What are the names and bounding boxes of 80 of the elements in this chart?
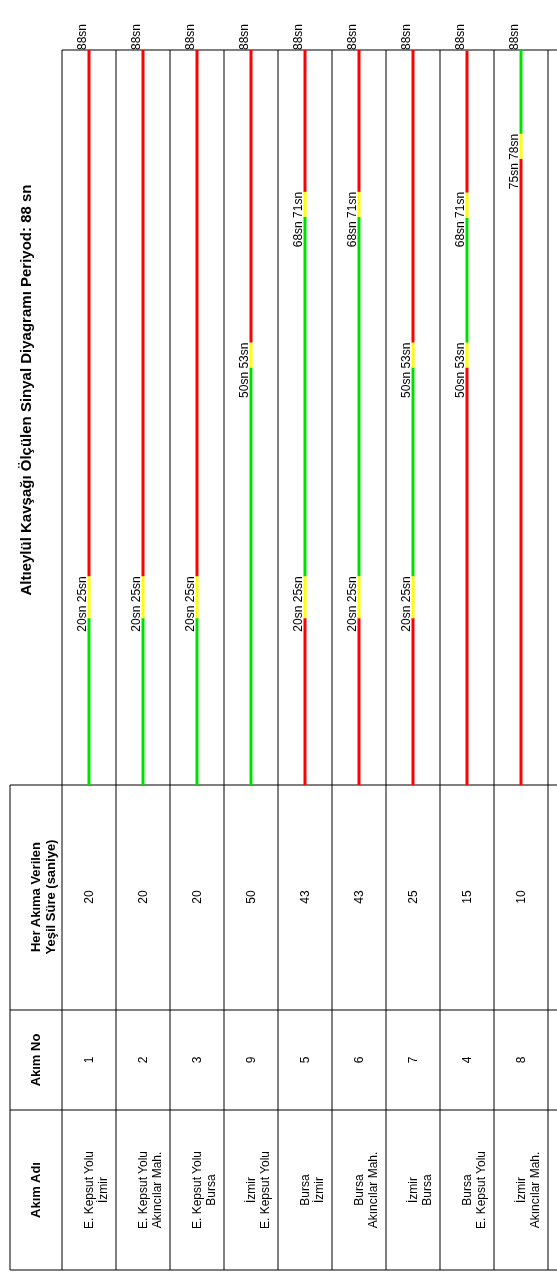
annotation: 88sn	[453, 23, 467, 50]
text: 20	[190, 890, 204, 904]
annotation: 68sn 71sn	[345, 191, 359, 248]
annotation: 50sn 53sn	[399, 342, 413, 398]
bar	[87, 576, 91, 619]
annotation: 88sn	[345, 23, 359, 50]
bar	[357, 50, 361, 192]
annotation: 20sn 25sn	[75, 576, 89, 632]
text: 20	[136, 890, 150, 904]
annotation: 20sn 25sn	[291, 576, 305, 632]
text: 43	[298, 890, 312, 904]
annotation: 50sn 53sn	[453, 342, 467, 398]
bar	[303, 576, 307, 619]
bar	[411, 50, 415, 343]
text: E. Kepsut Yolu Akıncılar Mah.	[136, 1150, 164, 1230]
bar	[357, 191, 361, 217]
annotation: 88sn	[237, 23, 251, 50]
text: E. Kepsut Yolu İzmir	[82, 1150, 110, 1230]
x-tick-label: 3	[190, 1056, 204, 1064]
bar	[465, 217, 469, 343]
text: 25	[406, 890, 420, 904]
x-tick-label: 6	[352, 1056, 366, 1064]
x-tick-label: 9	[244, 1056, 258, 1064]
bar	[519, 50, 523, 134]
annotation: 50sn 53sn	[237, 342, 251, 398]
text: 50	[244, 890, 258, 904]
x-tick-label: 2	[136, 1056, 150, 1064]
bar	[465, 342, 469, 368]
bar	[303, 50, 307, 192]
annotation: 68sn 71sn	[291, 191, 305, 248]
bar	[411, 618, 415, 785]
text: 43	[352, 890, 366, 904]
text: Bursa Akıncılar Mah.	[352, 1151, 380, 1229]
x-tick-label: 8	[514, 1056, 528, 1064]
annotation: 88sn	[75, 23, 89, 50]
bar	[519, 158, 523, 785]
text: İzmir Akıncılar Mah.	[514, 1151, 542, 1229]
x-tick-label: 1	[82, 1056, 96, 1064]
annotation: 75sn 78sn	[507, 133, 521, 190]
text: Akım Adı	[28, 1162, 43, 1218]
annotation: 88sn	[183, 23, 197, 50]
annotation: 88sn	[129, 23, 143, 50]
x-tick-label: 4	[460, 1056, 474, 1064]
bar	[141, 576, 145, 619]
x-tick-label: 5	[298, 1056, 312, 1064]
text: Altıeylül Kavşağı Ölçülen Sinyal Diyagramı Periyod: 88 sn	[17, 184, 34, 596]
annotation: 88sn	[291, 23, 305, 50]
bar	[303, 191, 307, 217]
bar	[249, 342, 253, 368]
bar	[411, 342, 415, 368]
bar	[303, 216, 307, 577]
text: İzmir Bursa	[406, 1174, 434, 1206]
annotation: 20sn 25sn	[183, 576, 197, 632]
bar	[357, 216, 361, 577]
x-tick-label: 7	[406, 1056, 420, 1064]
text: Her Akıma Verilen Yeşil Süre (saniye)	[28, 839, 58, 955]
text: 10	[514, 890, 528, 904]
annotation: 68sn 71sn	[453, 191, 467, 248]
text: 20	[82, 890, 96, 904]
bar	[411, 367, 415, 577]
bar	[357, 618, 361, 785]
bar	[411, 576, 415, 619]
bar	[465, 367, 469, 785]
annotation: 88sn	[507, 23, 521, 50]
annotation: 20sn 25sn	[399, 576, 413, 632]
bar	[303, 618, 307, 785]
bar	[519, 133, 523, 159]
bar	[465, 50, 469, 193]
bar	[465, 192, 469, 218]
text: Bursa İzmir	[298, 1174, 326, 1206]
text: Bursa E. Kepsut Yolu	[460, 1150, 488, 1230]
annotation: 20sn 25sn	[345, 576, 359, 632]
text: İzmir E. Kepsut Yolu	[244, 1150, 272, 1230]
annotation: 20sn 25sn	[129, 576, 143, 632]
text: E. Kepsut Yolu Bursa	[190, 1150, 218, 1230]
bar	[357, 576, 361, 619]
annotation: 88sn	[399, 23, 413, 50]
bar	[195, 576, 199, 619]
text: Akım No	[28, 1033, 43, 1087]
text: 15	[460, 890, 474, 904]
